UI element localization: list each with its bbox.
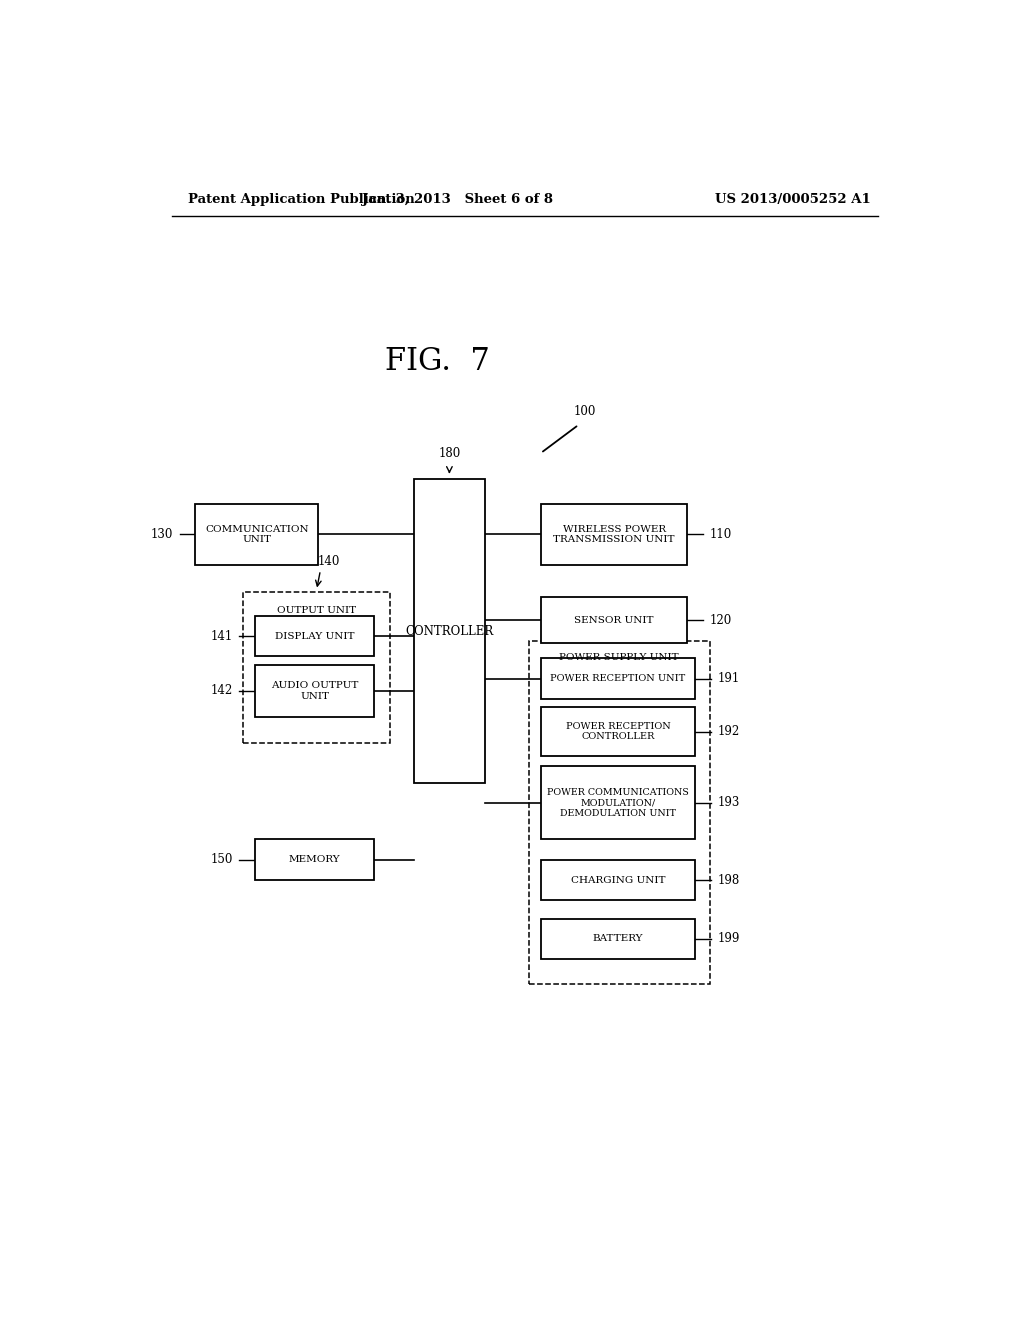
Text: 140: 140 (317, 556, 340, 569)
Text: COMMUNICATION
UNIT: COMMUNICATION UNIT (205, 525, 309, 544)
Text: CHARGING UNIT: CHARGING UNIT (570, 875, 666, 884)
Bar (243, 593, 390, 743)
Text: 190: 190 (608, 605, 631, 618)
Text: 130: 130 (151, 528, 173, 541)
Bar (541, 598, 687, 643)
Text: 180: 180 (438, 446, 461, 459)
Text: MEMORY: MEMORY (289, 855, 340, 865)
Text: US 2013/0005252 A1: US 2013/0005252 A1 (715, 193, 871, 206)
Text: 142: 142 (211, 685, 232, 697)
Text: 150: 150 (210, 853, 232, 866)
Text: Patent Application Publication: Patent Application Publication (187, 193, 415, 206)
Bar (414, 479, 485, 784)
Text: POWER COMMUNICATIONS
MODULATION/
DEMODULATION UNIT: POWER COMMUNICATIONS MODULATION/ DEMODUL… (547, 788, 689, 817)
Bar (541, 708, 695, 756)
Text: POWER SUPPLY UNIT: POWER SUPPLY UNIT (559, 653, 679, 661)
Text: 191: 191 (718, 672, 740, 685)
Text: CONTROLLER: CONTROLLER (406, 624, 494, 638)
Text: 199: 199 (718, 932, 740, 945)
Text: 192: 192 (718, 725, 740, 738)
Text: 198: 198 (718, 874, 740, 887)
Text: OUTPUT UNIT: OUTPUT UNIT (276, 606, 356, 615)
Text: Jan. 3, 2013   Sheet 6 of 8: Jan. 3, 2013 Sheet 6 of 8 (361, 193, 553, 206)
Text: 141: 141 (211, 630, 232, 643)
Text: POWER RECEPTION
CONTROLLER: POWER RECEPTION CONTROLLER (565, 722, 671, 742)
Text: 120: 120 (710, 614, 732, 627)
Text: 100: 100 (573, 405, 596, 417)
Text: AUDIO OUTPUT
UNIT: AUDIO OUTPUT UNIT (270, 681, 358, 701)
Text: 110: 110 (710, 528, 732, 541)
Bar (541, 659, 695, 700)
Bar (255, 840, 374, 880)
Bar (196, 504, 318, 565)
Bar (528, 642, 710, 983)
Bar (255, 615, 374, 656)
Text: WIRELESS POWER
TRANSMISSION UNIT: WIRELESS POWER TRANSMISSION UNIT (553, 525, 675, 544)
Bar (541, 504, 687, 565)
Text: FIG.  7: FIG. 7 (385, 346, 489, 378)
Bar (541, 766, 695, 840)
Text: DISPLAY UNIT: DISPLAY UNIT (274, 631, 354, 640)
Bar (541, 859, 695, 900)
Bar (255, 664, 374, 718)
Text: SENSOR UNIT: SENSOR UNIT (574, 616, 654, 624)
Bar (541, 919, 695, 960)
Text: 193: 193 (718, 796, 740, 809)
Text: POWER RECEPTION UNIT: POWER RECEPTION UNIT (551, 675, 686, 684)
Text: BATTERY: BATTERY (593, 935, 643, 944)
